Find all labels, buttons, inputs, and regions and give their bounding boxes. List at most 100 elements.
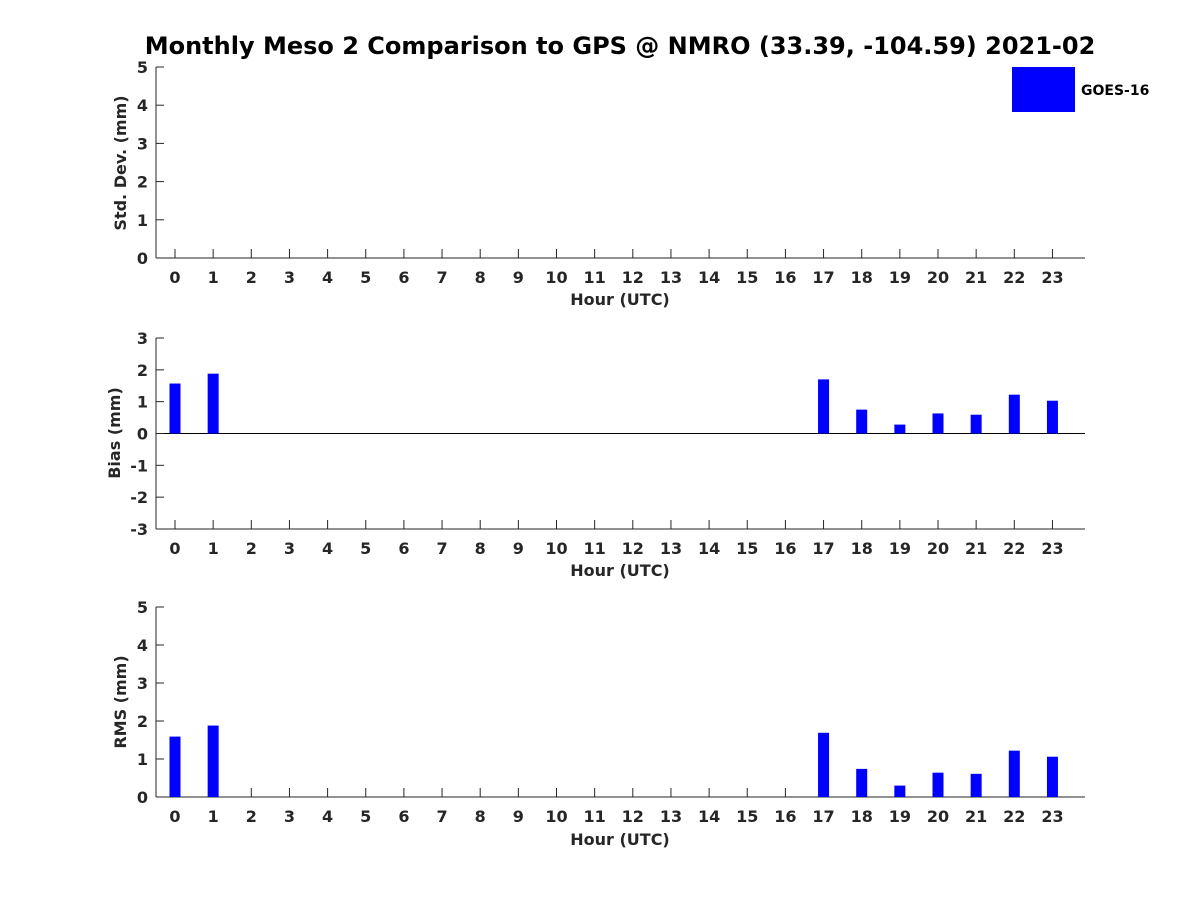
rms-xtick-label: 7 <box>436 807 447 826</box>
rms-xtick-label: 5 <box>360 807 371 826</box>
std-dev-ylabel: Std. Dev. (mm) <box>111 95 130 230</box>
rms-ytick-label: 2 <box>137 712 148 731</box>
legend: GOES-16 <box>1012 67 1149 112</box>
rms-xtick-label: 4 <box>322 807 333 826</box>
rms-xtick-label: 21 <box>965 807 987 826</box>
bias-bar-hour-20 <box>932 413 944 434</box>
bias-bar-hour-1 <box>207 373 219 434</box>
bias-ytick-label: -3 <box>130 520 148 539</box>
rms-xtick-label: 11 <box>584 807 606 826</box>
legend-label: GOES-16 <box>1081 83 1149 99</box>
std-dev-xtick-label: 14 <box>698 268 720 287</box>
rms-xtick-label: 8 <box>475 807 486 826</box>
rms-bar-hour-17 <box>818 732 830 797</box>
bias-xtick-label: 18 <box>851 539 873 558</box>
rms-xtick-label: 15 <box>736 807 758 826</box>
bias-xtick-label: 3 <box>284 539 295 558</box>
rms-ytick-label: 4 <box>137 636 148 655</box>
bias-ylabel: Bias (mm) <box>105 387 124 479</box>
rms-xtick-label: 18 <box>851 807 873 826</box>
bias-xtick-label: 16 <box>774 539 796 558</box>
rms-xtick-label: 16 <box>774 807 796 826</box>
bias-bar-hour-0 <box>169 383 181 434</box>
bias-bar-hour-23 <box>1046 400 1058 434</box>
rms-xtick-label: 14 <box>698 807 720 826</box>
std-dev-xtick-label: 18 <box>851 268 873 287</box>
bias-xtick-label: 12 <box>622 539 644 558</box>
bias-bar-hour-18 <box>856 409 868 434</box>
std-dev-xtick-label: 9 <box>513 268 524 287</box>
rms-bar-hour-23 <box>1046 756 1058 797</box>
rms-xtick-label: 1 <box>208 807 219 826</box>
bias-xtick-label: 9 <box>513 539 524 558</box>
std-dev-xtick-label: 7 <box>436 268 447 287</box>
rms-bar-hour-20 <box>932 772 944 797</box>
std-dev-xtick-label: 21 <box>965 268 987 287</box>
std-dev-xtick-label: 5 <box>360 268 371 287</box>
rms-xtick-label: 3 <box>284 807 295 826</box>
rms-bar-hour-21 <box>970 773 982 797</box>
rms-ytick-label: 5 <box>137 598 148 617</box>
bias-xtick-label: 22 <box>1003 539 1025 558</box>
std-dev-ytick-label: 0 <box>137 249 148 268</box>
bias-xtick-label: 14 <box>698 539 720 558</box>
bias-ytick-label: 3 <box>137 329 148 348</box>
std-dev-xtick-label: 4 <box>322 268 333 287</box>
bias-xtick-label: 5 <box>360 539 371 558</box>
std-dev-xtick-label: 22 <box>1003 268 1025 287</box>
std-dev-xtick-label: 19 <box>889 268 911 287</box>
rms-bar-hour-19 <box>894 785 906 797</box>
bias-xtick-label: 0 <box>169 539 180 558</box>
std-dev-ytick-label: 3 <box>137 134 148 153</box>
bias-xtick-label: 17 <box>812 539 834 558</box>
std-dev-xtick-label: 2 <box>246 268 257 287</box>
rms-ytick-label: 0 <box>137 788 148 807</box>
bias-xtick-label: 7 <box>436 539 447 558</box>
rms-bar-hour-22 <box>1008 750 1020 797</box>
bias-ytick-label: -1 <box>130 456 148 475</box>
bias-ytick-label: 1 <box>137 393 148 412</box>
std-dev-xtick-label: 20 <box>927 268 949 287</box>
bias-xtick-label: 11 <box>584 539 606 558</box>
bias-bar-hour-21 <box>970 414 982 434</box>
rms-xtick-label: 10 <box>545 807 567 826</box>
bias-bar-hour-17 <box>818 379 830 434</box>
rms-xtick-label: 9 <box>513 807 524 826</box>
std-dev-ytick-label: 1 <box>137 211 148 230</box>
bias-xtick-label: 6 <box>398 539 409 558</box>
bias-ytick-label: 0 <box>137 425 148 444</box>
rms-bar-hour-18 <box>856 768 868 797</box>
bias-ytick-label: 2 <box>137 361 148 380</box>
std-dev-xlabel: Hour (UTC) <box>570 290 670 309</box>
rms-xlabel: Hour (UTC) <box>570 830 670 849</box>
std-dev-xtick-label: 1 <box>208 268 219 287</box>
rms-xtick-label: 2 <box>246 807 257 826</box>
legend-swatch <box>1012 67 1075 112</box>
std-dev-ytick-label: 5 <box>137 58 148 77</box>
bias-xtick-label: 15 <box>736 539 758 558</box>
rms-ytick-label: 3 <box>137 674 148 693</box>
bias-xtick-label: 1 <box>208 539 219 558</box>
rms-ylabel: RMS (mm) <box>111 655 130 748</box>
bias-bar-hour-19 <box>894 424 906 434</box>
std-dev-xtick-label: 0 <box>169 268 180 287</box>
rms-xtick-label: 12 <box>622 807 644 826</box>
std-dev-xtick-label: 6 <box>398 268 409 287</box>
bias-xtick-label: 20 <box>927 539 949 558</box>
std-dev-xtick-label: 23 <box>1041 268 1063 287</box>
rms-xtick-label: 22 <box>1003 807 1025 826</box>
std-dev-xtick-label: 10 <box>545 268 567 287</box>
bias-xtick-label: 21 <box>965 539 987 558</box>
bias-bar-hour-22 <box>1008 394 1020 434</box>
std-dev-ytick-label: 4 <box>137 96 148 115</box>
bias-xlabel: Hour (UTC) <box>570 561 670 580</box>
rms-xtick-label: 0 <box>169 807 180 826</box>
bias-xtick-label: 2 <box>246 539 257 558</box>
figure-title: Monthly Meso 2 Comparison to GPS @ NMRO … <box>145 32 1096 60</box>
std-dev-xtick-label: 16 <box>774 268 796 287</box>
rms-xtick-label: 23 <box>1041 807 1063 826</box>
